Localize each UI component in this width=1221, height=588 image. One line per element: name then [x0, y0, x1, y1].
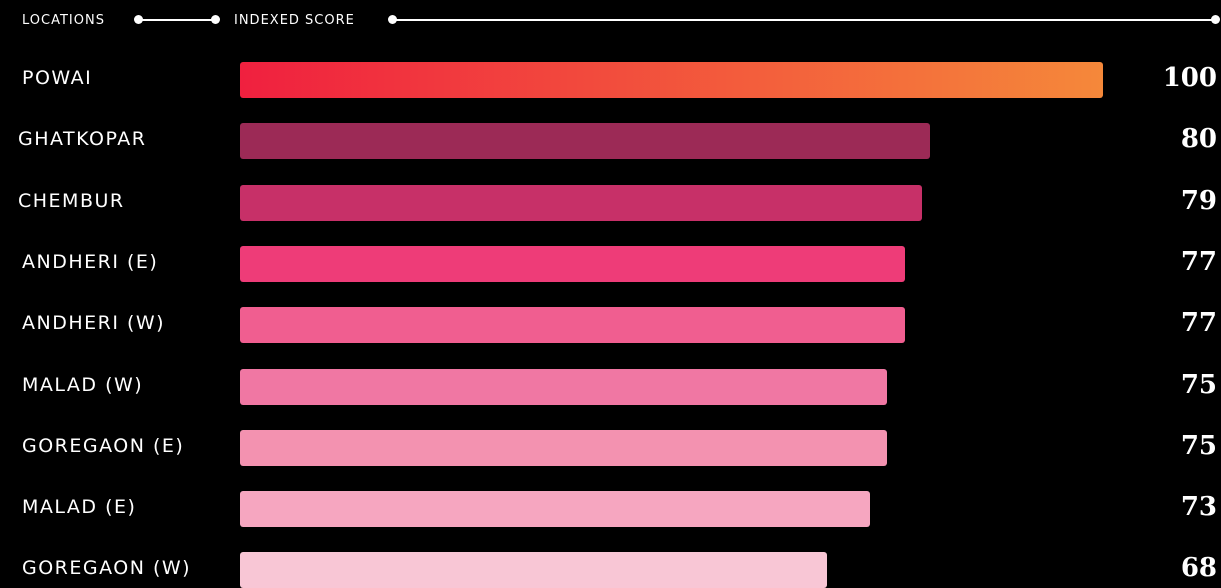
score-value: 77 — [1180, 308, 1217, 339]
bar — [240, 123, 931, 160]
bar — [240, 429, 888, 466]
bar — [240, 307, 905, 344]
score-value: 100 — [1162, 63, 1217, 93]
header-connector-end-dot — [211, 15, 220, 24]
location-label: GOREGAON (E) — [22, 434, 185, 457]
header-connector-line — [139, 19, 215, 21]
location-label: ANDHERI (E) — [22, 250, 159, 273]
bar — [240, 368, 888, 405]
score-value: 68 — [1180, 553, 1217, 584]
score-value: 79 — [1180, 185, 1217, 216]
bar — [240, 62, 1103, 98]
location-label: ANDHERI (W) — [22, 312, 166, 335]
location-label: CHEMBUR — [18, 189, 125, 212]
score-value: 77 — [1180, 246, 1217, 277]
location-label: MALAD (E) — [22, 496, 137, 519]
bar — [240, 552, 827, 588]
score-axis-end-dot — [1211, 15, 1220, 24]
header-connector-start-dot — [134, 15, 143, 24]
bar — [240, 491, 870, 528]
bar — [240, 184, 922, 221]
location-label: POWAI — [22, 67, 93, 89]
score-axis-line — [393, 19, 1213, 21]
score-value: 75 — [1180, 369, 1217, 400]
locations-header: LOCATIONS — [22, 13, 105, 28]
location-label: GOREGAON (W) — [22, 557, 192, 580]
bar — [240, 245, 905, 282]
score-value: 73 — [1180, 492, 1217, 523]
location-label: GHATKOPAR — [18, 128, 147, 151]
score-axis-start-dot — [388, 15, 397, 24]
score-header: INDEXED SCORE — [234, 13, 355, 28]
location-label: MALAD (W) — [22, 373, 144, 396]
score-value: 80 — [1180, 124, 1217, 155]
score-value: 75 — [1180, 430, 1217, 461]
